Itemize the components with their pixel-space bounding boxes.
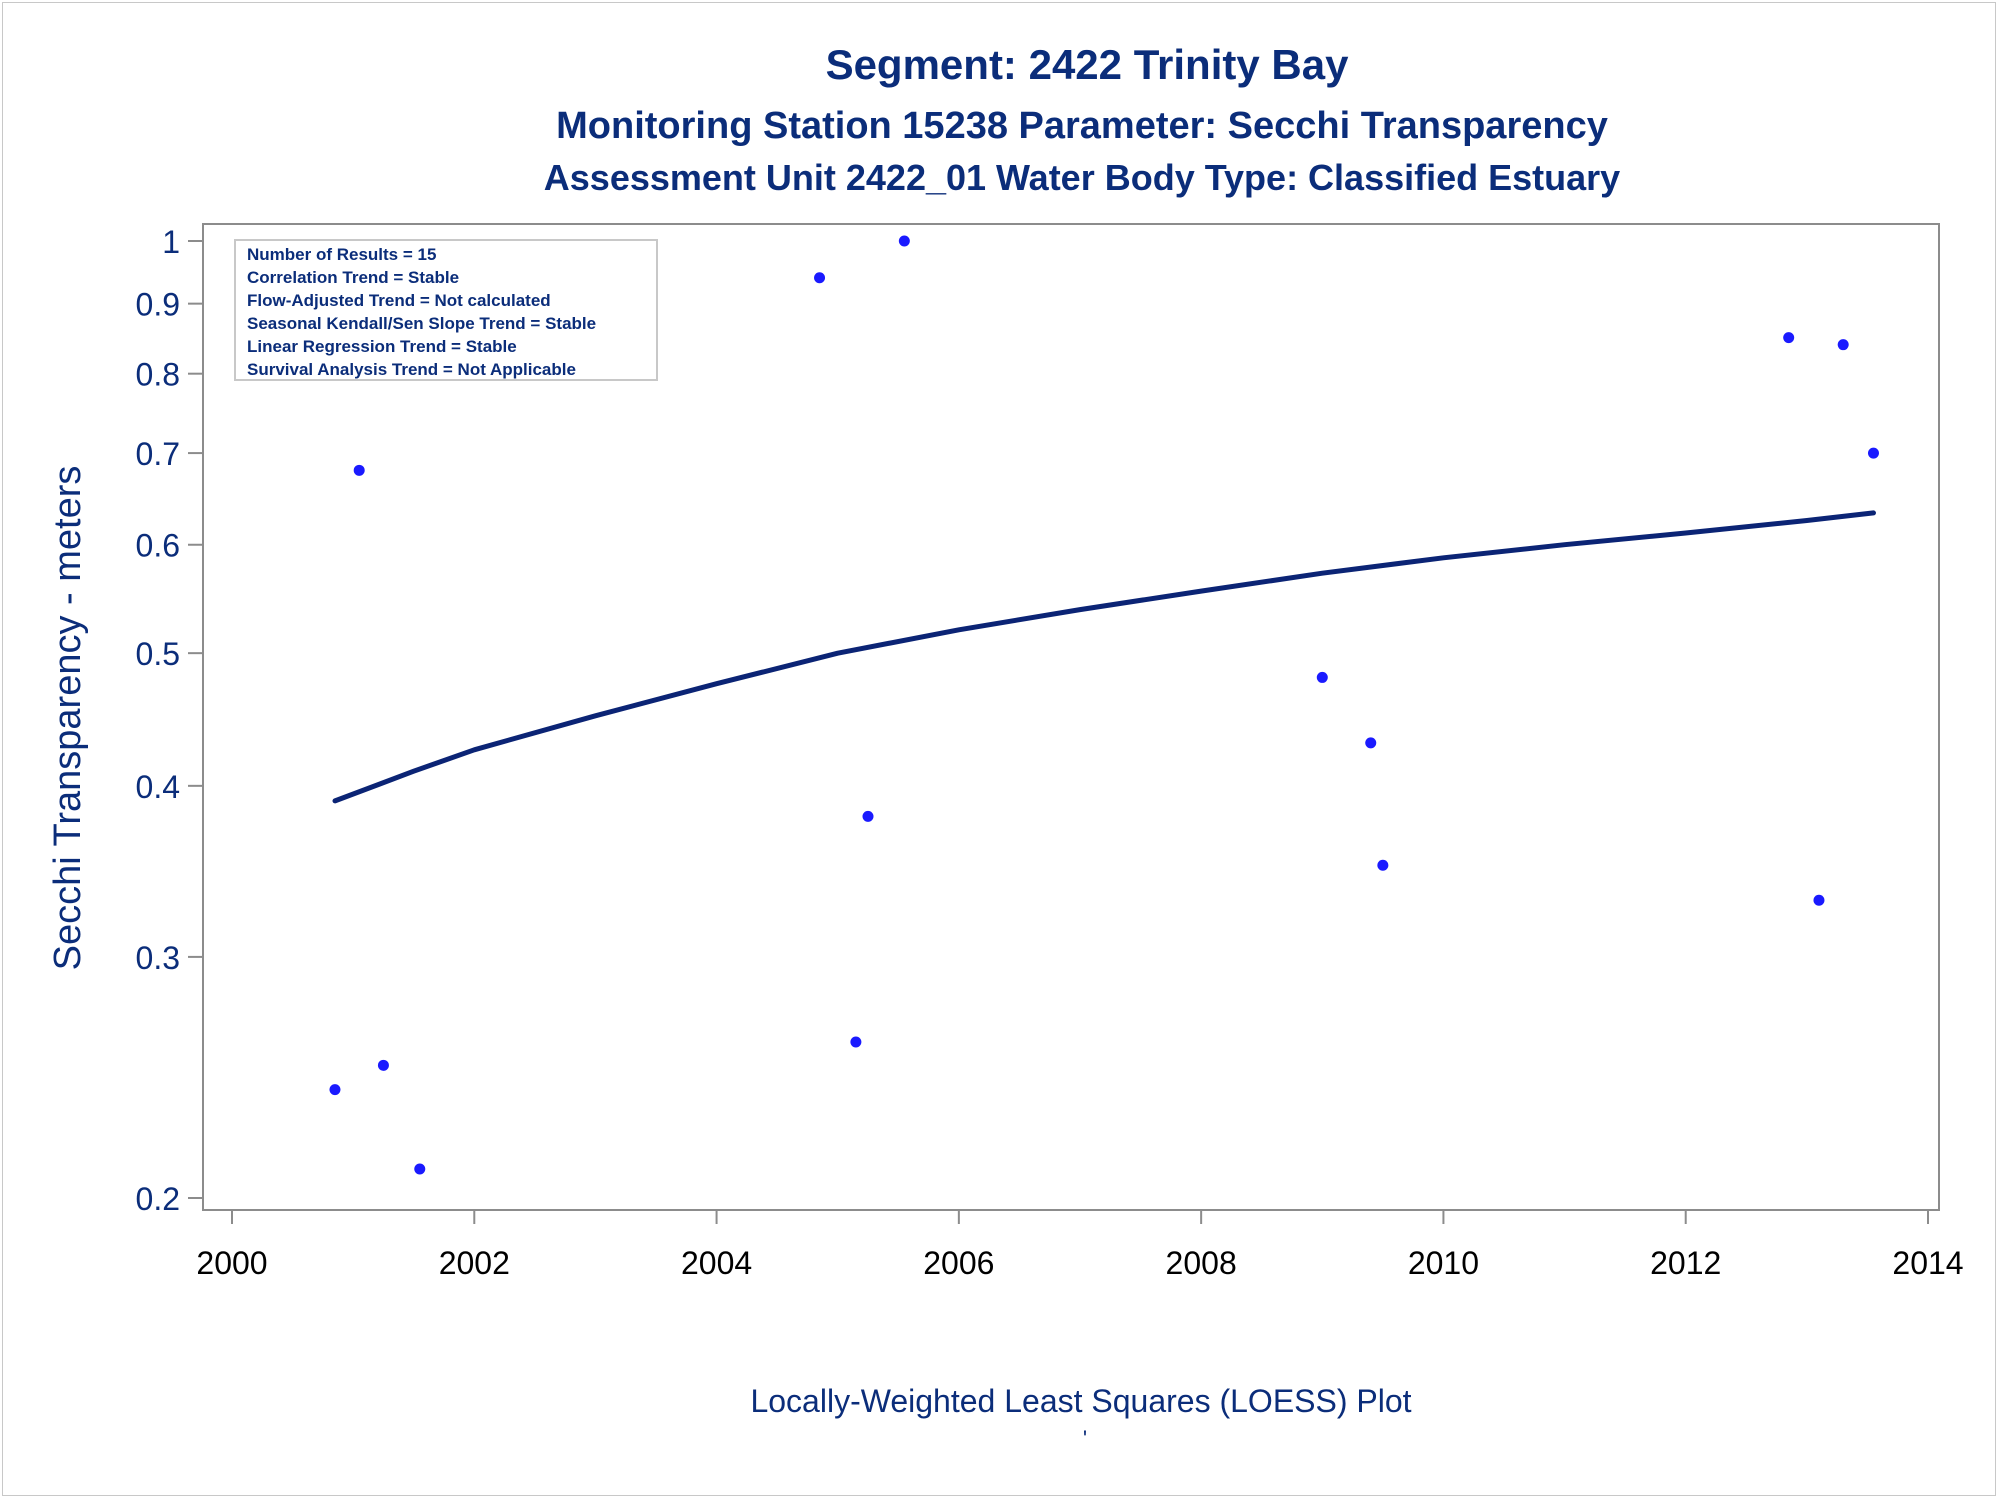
data-point — [1377, 859, 1389, 871]
loess-series — [332, 510, 1876, 804]
y-tick-label: 0.5 — [136, 636, 180, 672]
x-tick-label: 2002 — [439, 1245, 510, 1281]
y-tick-label: 0.3 — [136, 940, 180, 976]
info-box-line: Linear Regression Trend = Stable — [247, 337, 517, 356]
x-tick-label: 2006 — [923, 1245, 994, 1281]
y-tick-label: 0.7 — [136, 436, 180, 472]
x-tick-label: 2010 — [1408, 1245, 1479, 1281]
info-box-line: Seasonal Kendall/Sen Slope Trend = Stabl… — [247, 314, 596, 333]
scatter-series — [329, 235, 1879, 1175]
data-point — [1867, 447, 1879, 459]
plot-area — [202, 223, 1940, 1211]
y-tick-label: 0.9 — [136, 287, 180, 323]
chart-subtitle: Monitoring Station 15238 Parameter: Secc… — [556, 105, 1608, 147]
x-axis: 2000 2002 2004 2006 2008 2010 2012 2014 — [196, 1210, 1964, 1281]
x-tick-label: 2004 — [681, 1245, 752, 1281]
data-point — [353, 464, 365, 476]
data-point — [1316, 671, 1328, 683]
y-tick-label: 0.8 — [136, 357, 180, 393]
y-axis: 0.2 0.3 0.4 0.5 0.6 0.7 0.8 0.9 1 — [136, 224, 203, 1217]
info-box: Number of Results = 15 Correlation Trend … — [234, 239, 658, 381]
info-box-line: Number of Results = 15 — [247, 245, 436, 264]
x-tick-label: 2012 — [1650, 1245, 1721, 1281]
data-point — [862, 810, 874, 822]
x-tick-label: 2000 — [196, 1245, 267, 1281]
y-tick-label: 0.4 — [136, 769, 180, 805]
info-box-line: Correlation Trend = Stable — [247, 268, 459, 287]
info-box-border — [234, 239, 658, 381]
chart-title: Segment: 2422 Trinity Bay — [826, 41, 1350, 88]
y-tick-label: 1 — [162, 224, 180, 260]
info-box-line: Flow-Adjusted Trend = Not calculated — [247, 291, 551, 310]
x-tick-label: 2008 — [1166, 1245, 1237, 1281]
data-point — [898, 235, 910, 247]
data-point — [1813, 894, 1825, 906]
x-tick-label: 2014 — [1892, 1245, 1963, 1281]
footnote: Locally-Weighted Least Squares (LOESS) P… — [750, 1383, 1411, 1419]
data-point — [1837, 339, 1849, 351]
y-tick-label: 0.6 — [136, 528, 180, 564]
data-point — [1783, 332, 1795, 344]
y-axis-label: Secchi Transparency - meters — [47, 466, 89, 971]
data-point — [1365, 737, 1377, 749]
data-point — [329, 1084, 341, 1096]
info-box-line: Survival Analysis Trend = Not Applicable — [247, 360, 576, 379]
footnote-2: ' — [1083, 1426, 1087, 1451]
data-point — [814, 272, 826, 284]
data-point — [377, 1059, 389, 1071]
y-tick-label: 0.2 — [136, 1181, 180, 1217]
loess-line — [332, 510, 1876, 804]
chart-subtitle-2: Assessment Unit 2422_01 Water Body Type:… — [544, 157, 1620, 198]
data-point — [850, 1036, 862, 1048]
data-point — [414, 1163, 426, 1175]
